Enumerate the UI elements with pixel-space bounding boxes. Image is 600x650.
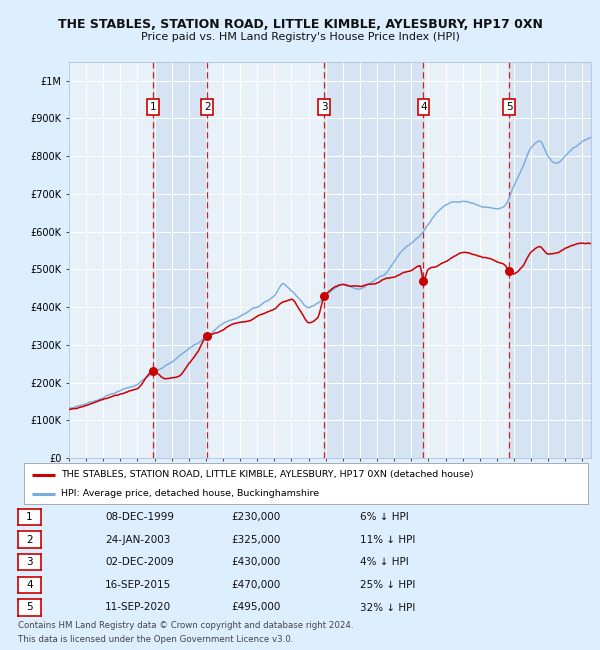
Text: 25% ↓ HPI: 25% ↓ HPI	[360, 580, 415, 590]
Text: 24-JAN-2003: 24-JAN-2003	[105, 535, 170, 545]
Text: Price paid vs. HM Land Registry's House Price Index (HPI): Price paid vs. HM Land Registry's House …	[140, 32, 460, 42]
Text: £230,000: £230,000	[231, 512, 280, 522]
Text: 4: 4	[420, 102, 427, 112]
Text: Contains HM Land Registry data © Crown copyright and database right 2024.: Contains HM Land Registry data © Crown c…	[18, 621, 353, 630]
Text: 4% ↓ HPI: 4% ↓ HPI	[360, 557, 409, 567]
Text: 11-SEP-2020: 11-SEP-2020	[105, 603, 171, 612]
Text: 02-DEC-2009: 02-DEC-2009	[105, 557, 174, 567]
Text: 11% ↓ HPI: 11% ↓ HPI	[360, 535, 415, 545]
Bar	[154, 62, 207, 458]
Text: 6% ↓ HPI: 6% ↓ HPI	[360, 512, 409, 522]
Text: THE STABLES, STATION ROAD, LITTLE KIMBLE, AYLESBURY, HP17 0XN (detached house): THE STABLES, STATION ROAD, LITTLE KIMBLE…	[61, 470, 473, 479]
Bar	[509, 62, 591, 458]
Text: 2: 2	[26, 535, 33, 545]
Text: 5: 5	[26, 603, 33, 612]
Text: 3: 3	[321, 102, 328, 112]
Text: £430,000: £430,000	[231, 557, 280, 567]
Text: 4: 4	[26, 580, 33, 590]
Text: 1: 1	[150, 102, 157, 112]
Text: 2: 2	[204, 102, 211, 112]
Text: 08-DEC-1999: 08-DEC-1999	[105, 512, 174, 522]
Text: 3: 3	[26, 557, 33, 567]
Text: 5: 5	[506, 102, 512, 112]
Text: THE STABLES, STATION ROAD, LITTLE KIMBLE, AYLESBURY, HP17 0XN: THE STABLES, STATION ROAD, LITTLE KIMBLE…	[58, 18, 542, 31]
Text: 16-SEP-2015: 16-SEP-2015	[105, 580, 171, 590]
Text: 32% ↓ HPI: 32% ↓ HPI	[360, 603, 415, 612]
Text: HPI: Average price, detached house, Buckinghamshire: HPI: Average price, detached house, Buck…	[61, 489, 319, 498]
Text: 1: 1	[26, 512, 33, 522]
Text: £495,000: £495,000	[231, 603, 280, 612]
Text: £470,000: £470,000	[231, 580, 280, 590]
Text: £325,000: £325,000	[231, 535, 280, 545]
Text: This data is licensed under the Open Government Licence v3.0.: This data is licensed under the Open Gov…	[18, 634, 293, 644]
Bar	[325, 62, 424, 458]
